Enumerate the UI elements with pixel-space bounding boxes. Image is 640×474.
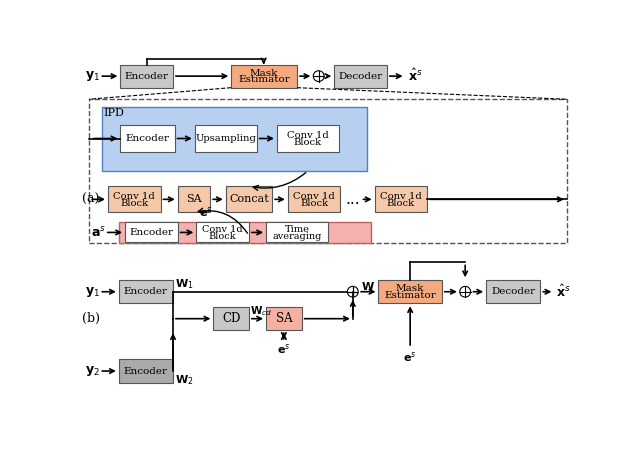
FancyBboxPatch shape [266,307,301,330]
FancyBboxPatch shape [213,307,249,330]
Text: $\mathbf{W}_1$: $\mathbf{W}_1$ [175,277,194,291]
Text: Upsampling: Upsampling [195,134,256,143]
FancyBboxPatch shape [226,186,272,212]
FancyBboxPatch shape [374,186,428,212]
Text: Conv 1d: Conv 1d [113,192,155,201]
Text: $\hat{\mathbf{x}}^s$: $\hat{\mathbf{x}}^s$ [556,284,570,300]
Text: $\mathbf{y}_1$: $\mathbf{y}_1$ [85,285,100,299]
FancyBboxPatch shape [266,222,328,242]
FancyBboxPatch shape [108,186,161,212]
Text: Block: Block [387,199,415,208]
Text: Mask: Mask [250,69,278,78]
Text: Concat: Concat [229,194,269,204]
FancyArrowPatch shape [198,208,248,233]
Text: Time: Time [285,225,309,234]
FancyBboxPatch shape [334,64,387,88]
Text: $\mathbf{a}^s$: $\mathbf{a}^s$ [91,226,106,239]
Text: Estimator: Estimator [238,75,290,84]
Text: $\hat{\mathbf{x}}^s$: $\hat{\mathbf{x}}^s$ [408,68,422,84]
Text: (a): (a) [83,193,100,206]
Text: Encoder: Encoder [125,72,169,81]
FancyBboxPatch shape [486,280,540,303]
Text: Conv 1d: Conv 1d [287,131,329,140]
Text: Encoder: Encoder [129,228,173,237]
Text: averaging: averaging [272,232,322,241]
Text: (b): (b) [83,312,100,325]
Text: $\mathbf{e}^s$: $\mathbf{e}^s$ [277,343,291,356]
FancyBboxPatch shape [120,126,175,152]
Text: Conv 1d: Conv 1d [293,192,335,201]
Text: Block: Block [294,138,322,147]
Text: $\mathbf{e}^s$: $\mathbf{e}^s$ [199,205,212,219]
Text: IPD: IPD [103,108,124,118]
Text: $\mathbf{e}^s$: $\mathbf{e}^s$ [403,350,417,364]
Text: $\mathbf{y}_1$: $\mathbf{y}_1$ [85,69,100,83]
Text: Conv 1d: Conv 1d [202,225,243,234]
Text: Encoder: Encoder [125,134,170,143]
Text: $\mathbf{W}$: $\mathbf{W}$ [360,280,374,292]
Text: $\mathbf{W}_2$: $\mathbf{W}_2$ [175,374,194,387]
FancyBboxPatch shape [120,64,173,88]
FancyBboxPatch shape [195,126,257,152]
FancyBboxPatch shape [119,359,173,383]
FancyBboxPatch shape [231,64,297,88]
Text: SA: SA [275,312,292,325]
Text: Block: Block [209,232,236,241]
FancyBboxPatch shape [119,222,371,243]
FancyBboxPatch shape [178,186,210,212]
FancyBboxPatch shape [102,107,367,171]
FancyBboxPatch shape [119,280,173,303]
Text: ...: ... [346,192,360,207]
Text: Block: Block [120,199,148,208]
Text: SA: SA [186,194,202,204]
FancyBboxPatch shape [196,222,249,242]
Text: Decoder: Decoder [491,287,535,296]
Text: Block: Block [300,199,328,208]
Text: CD: CD [222,312,240,325]
Text: $\mathbf{y}_2$: $\mathbf{y}_2$ [85,364,100,378]
FancyBboxPatch shape [288,186,340,212]
FancyBboxPatch shape [277,126,339,152]
Text: Encoder: Encoder [124,366,168,375]
Text: Mask: Mask [396,284,424,293]
Text: $\mathbf{W}_{cd}$: $\mathbf{W}_{cd}$ [250,304,273,318]
Text: Conv 1d: Conv 1d [380,192,422,201]
FancyBboxPatch shape [125,222,178,242]
Text: Encoder: Encoder [124,287,168,296]
Text: Decoder: Decoder [339,72,383,81]
FancyBboxPatch shape [378,280,442,303]
Text: Estimator: Estimator [384,291,436,300]
FancyArrowPatch shape [253,173,306,191]
